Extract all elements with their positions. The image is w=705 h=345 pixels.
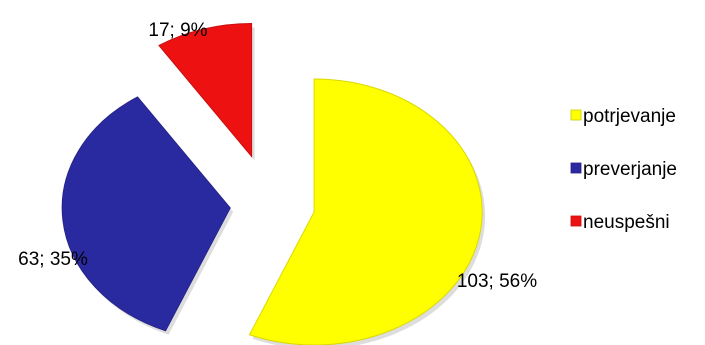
pie-slice-preverjanje	[61, 96, 231, 332]
legend-label-neuspešni: neuspešni	[583, 212, 670, 233]
data-labels: 103; 56% 63; 35% 17; 9%	[18, 20, 537, 292]
data-label-potrjevanje: 103; 56%	[457, 271, 537, 292]
pie-slice-potrjevanje	[248, 78, 483, 345]
pie-slice-neuspešni	[158, 22, 253, 158]
data-label-neuspešni: 17; 9%	[148, 20, 207, 41]
legend-swatch-potrjevanje	[570, 109, 582, 121]
data-label-preverjanje: 63; 35%	[18, 249, 88, 270]
legend-swatch-preverjanje	[570, 162, 582, 174]
legend: potrjevanje preverjanje neuspešni	[570, 106, 677, 233]
legend-label-potrjevanje: potrjevanje	[583, 106, 676, 127]
legend-swatch-neuspešni	[570, 215, 582, 227]
pie-slices	[61, 22, 486, 345]
legend-label-preverjanje: preverjanje	[583, 159, 677, 180]
